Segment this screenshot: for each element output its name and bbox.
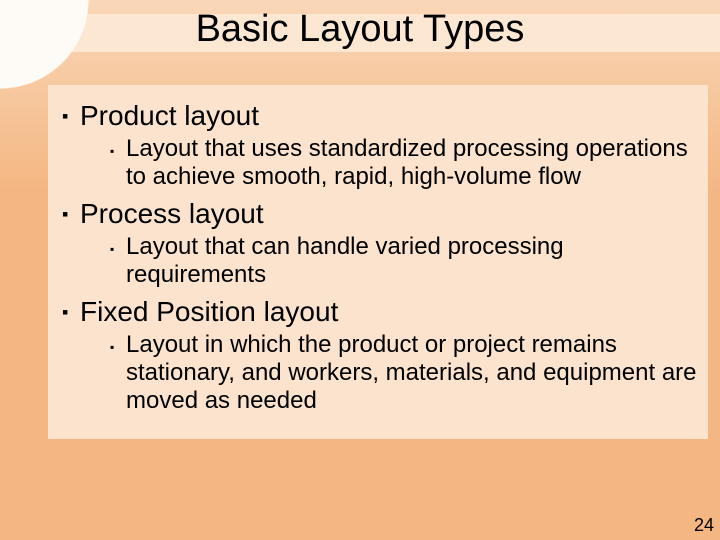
bullet-lvl2: ▪Layout in which the product or project …	[110, 331, 698, 415]
title-area: Basic Layout Types	[0, 0, 720, 51]
bullet-lvl2-text: Layout that can handle varied processing…	[126, 233, 698, 289]
bullet-lvl2: ▪Layout that uses standardized processin…	[110, 135, 698, 191]
bullet-lvl1: ▪Fixed Position layout	[62, 295, 698, 329]
slide: Basic Layout Types ▪Product layout▪Layou…	[0, 0, 720, 540]
bullet-lvl1-label: Fixed Position layout	[80, 295, 338, 329]
square-bullet-icon: ▪	[62, 197, 80, 231]
bullet-lvl1-label: Product layout	[80, 99, 259, 133]
bullet-lvl2: ▪Layout that can handle varied processin…	[110, 233, 698, 289]
square-bullet-icon: ▪	[110, 233, 126, 263]
square-bullet-icon: ▪	[62, 295, 80, 329]
bullet-lvl2-text: Layout that uses standardized processing…	[126, 135, 698, 191]
content-panel: ▪Product layout▪Layout that uses standar…	[48, 85, 708, 439]
square-bullet-icon: ▪	[62, 99, 80, 133]
page-number: 24	[694, 515, 714, 536]
slide-title: Basic Layout Types	[196, 8, 525, 51]
square-bullet-icon: ▪	[110, 135, 126, 165]
square-bullet-icon: ▪	[110, 331, 126, 361]
bullet-lvl1: ▪Product layout	[62, 99, 698, 133]
bullet-lvl1: ▪Process layout	[62, 197, 698, 231]
bullet-lvl1-label: Process layout	[80, 197, 264, 231]
bullet-lvl2-text: Layout in which the product or project r…	[126, 331, 698, 415]
